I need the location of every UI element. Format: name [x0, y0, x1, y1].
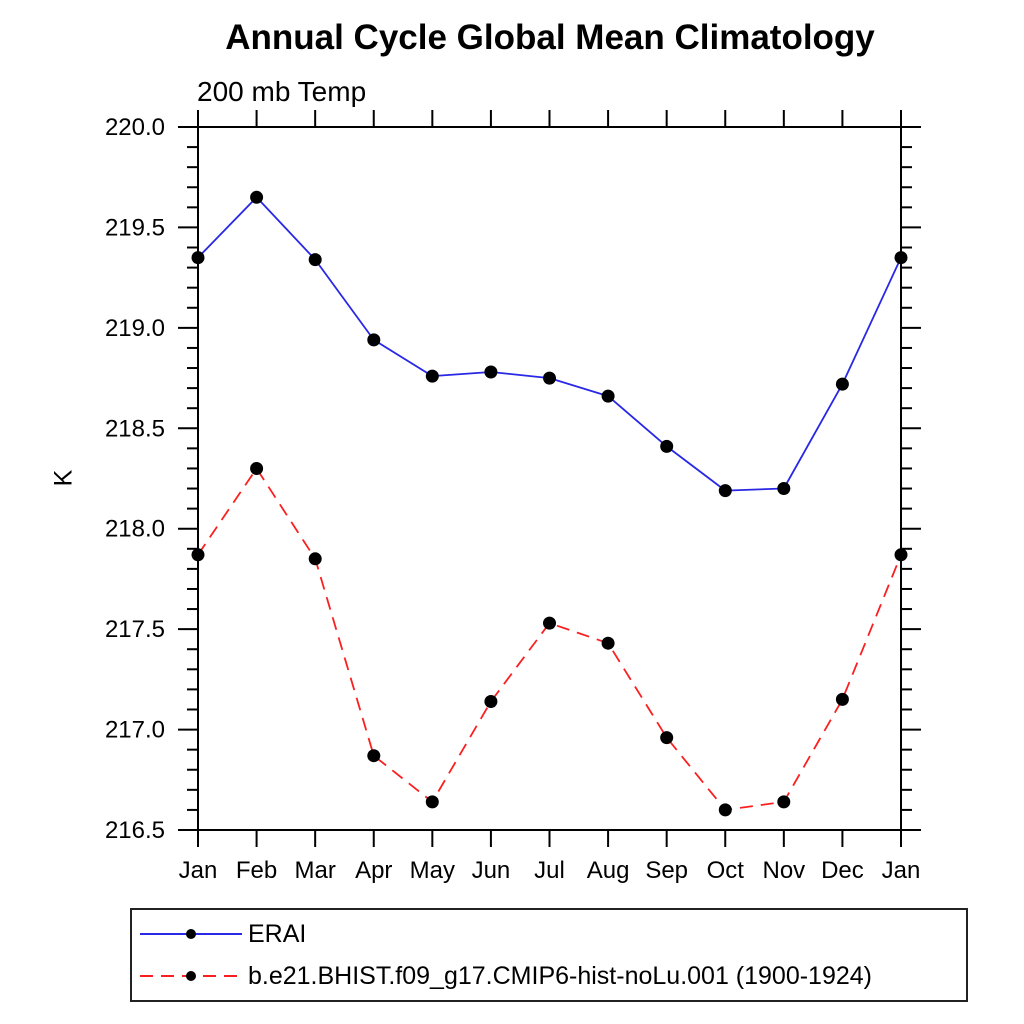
x-tick-label: Sep: [645, 857, 688, 884]
x-tick-label: Mar: [294, 857, 335, 884]
y-tick-label: 217.5: [105, 616, 165, 643]
data-point-0-Dec: [835, 377, 849, 391]
y-tick-label: 216.5: [105, 817, 165, 844]
y-tick-label: 218.5: [105, 415, 165, 442]
x-tick-label: Oct: [707, 857, 745, 884]
data-point-0-Sep: [660, 439, 674, 453]
plot-area-border: [197, 126, 902, 831]
x-tick-label: May: [410, 857, 455, 884]
legend-line-sample-dashed: [140, 971, 242, 981]
x-tick-label: Jul: [534, 857, 565, 884]
legend-marker-dot: [186, 971, 196, 981]
x-tick-label: Apr: [355, 857, 392, 884]
data-point-0-Jun: [484, 365, 498, 379]
data-point-0-Jan: [191, 251, 205, 265]
data-point-0-Mar: [308, 253, 322, 267]
chart-subtitle: 200 mb Temp: [197, 76, 367, 107]
legend: ERAI b.e21.BHIST.f09_g17.CMIP6-hist-noLu…: [130, 908, 968, 1002]
data-point-0-Jan: [894, 251, 908, 265]
data-point-0-Feb: [250, 190, 264, 204]
legend-line-sample-solid: [140, 929, 242, 939]
data-point-1-Jul: [543, 616, 556, 630]
data-point-0-Jul: [543, 371, 556, 385]
data-point-1-Jan: [894, 548, 908, 562]
data-point-0-Nov: [777, 482, 791, 495]
legend-marker-dot: [186, 929, 196, 939]
y-tick-label: 220.0: [105, 114, 165, 141]
data-point-1-Apr: [367, 749, 381, 763]
series-line-0: [197, 196, 902, 492]
data-point-1-Oct: [718, 803, 732, 817]
x-tick-label: Nov: [762, 857, 805, 884]
chart-title: Annual Cycle Global Mean Climatology: [225, 18, 875, 57]
y-tick-label: 219.5: [105, 214, 165, 241]
data-point-1-Sep: [660, 731, 674, 745]
data-point-1-Aug: [601, 636, 615, 650]
data-point-1-Feb: [250, 462, 264, 475]
legend-item-model: b.e21.BHIST.f09_g17.CMIP6-hist-noLu.001 …: [139, 958, 966, 994]
x-tick-label: Jan: [179, 857, 218, 884]
data-point-1-Jun: [484, 695, 498, 708]
y-tick-label: 217.0: [105, 717, 165, 744]
y-tick-label: 219.0: [105, 315, 165, 342]
data-point-0-Oct: [718, 484, 732, 498]
y-tick-label: 218.0: [105, 516, 165, 543]
x-tick-label: Jan: [882, 857, 921, 884]
legend-item-erai: ERAI: [139, 916, 966, 952]
series-line-1: [197, 467, 902, 811]
data-point-0-Apr: [367, 333, 381, 347]
data-point-1-Jan: [191, 548, 205, 562]
x-tick-label: Jun: [472, 857, 511, 884]
legend-label-model: b.e21.BHIST.f09_g17.CMIP6-hist-noLu.001 …: [248, 961, 872, 990]
data-point-1-Dec: [835, 692, 849, 706]
x-tick-label: Aug: [587, 857, 630, 884]
data-point-1-Nov: [777, 795, 791, 809]
data-point-0-May: [425, 369, 439, 383]
data-point-1-May: [425, 795, 439, 809]
x-tick-label: Feb: [236, 857, 277, 884]
legend-label-erai: ERAI: [248, 919, 307, 948]
data-point-1-Mar: [308, 552, 322, 566]
data-point-0-Aug: [601, 389, 615, 403]
x-tick-label: Dec: [821, 857, 864, 884]
